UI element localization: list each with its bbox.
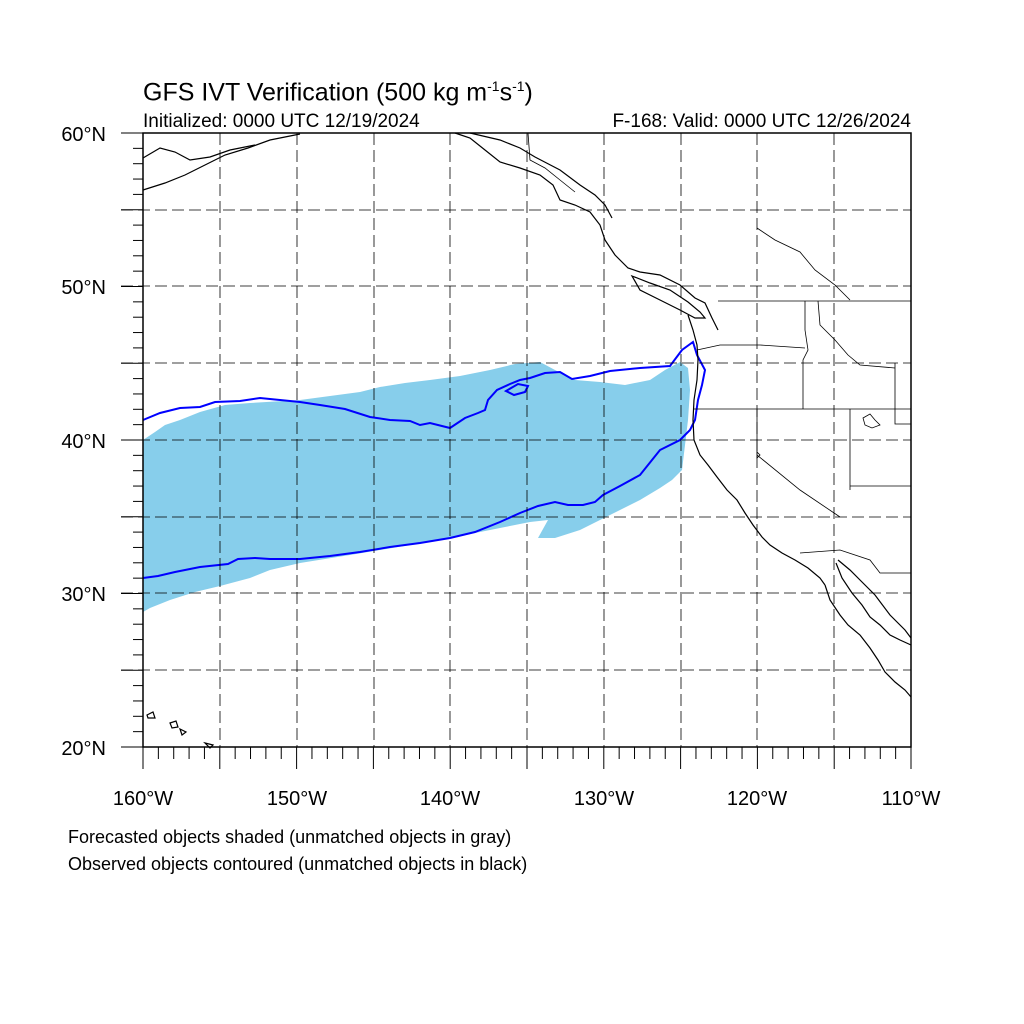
coastline-alaska-panhandle	[454, 132, 606, 241]
lon-label-160w: 160°W	[113, 788, 173, 810]
border-canada-provinces	[756, 227, 851, 301]
border-ca-nv	[756, 409, 841, 518]
lon-label-120w: 120°W	[727, 788, 787, 810]
title-unit-s: s	[499, 78, 513, 107]
border-wa-or	[696, 344, 806, 351]
forecast-object-shading	[143, 362, 690, 612]
lat-label-30: 30°N	[61, 584, 106, 606]
map-title: GFS IVT Verification (500 kg m-1s-1)	[143, 70, 533, 108]
border-wy	[894, 363, 911, 425]
lake-tahoe	[756, 451, 761, 459]
coastline-alaska-panhandle-outer	[469, 132, 613, 219]
note-observed: Observed objects contoured (unmatched ob…	[68, 854, 528, 874]
coastline-baja-east	[835, 562, 912, 646]
coastline-baja-west	[824, 584, 912, 698]
lon-labels: 160°W 150°W 140°W 130°W 120°W 110°W	[113, 788, 941, 810]
coastlines	[142, 132, 912, 749]
title-exponent-2: -1	[512, 78, 525, 94]
coastline-us-west	[687, 314, 826, 586]
title-close: )	[524, 78, 533, 107]
axis-ticks	[121, 132, 912, 769]
lon-label-130w: 130°W	[574, 788, 634, 810]
border-or-id	[802, 301, 809, 409]
lat-labels: 20°N 30°N 40°N 50°N 60°N	[61, 124, 106, 760]
lat-label-50: 50°N	[61, 277, 106, 299]
border-id-mt	[817, 300, 896, 369]
coastline-canada	[604, 239, 719, 331]
border-alaska-canada	[527, 132, 576, 193]
observed-object-contour	[142, 340, 707, 579]
title-exponent-1: -1	[487, 78, 500, 94]
lon-label-140w: 140°W	[420, 788, 480, 810]
lat-label-20: 20°N	[61, 738, 106, 760]
note-forecast: Forecasted objects shaded (unmatched obj…	[68, 827, 512, 847]
lon-label-150w: 150°W	[267, 788, 327, 810]
observed-object-contour-inner	[503, 382, 530, 397]
coastline-mexico-mainland	[837, 559, 912, 639]
border-us-mexico	[799, 549, 911, 574]
great-salt-lake	[862, 413, 881, 429]
title-text: GFS IVT Verification (500 kg m	[143, 78, 488, 107]
gridlines	[121, 133, 911, 747]
coastline-hawaii	[146, 711, 215, 749]
coastline-alaska-inner	[142, 144, 256, 161]
lon-label-110w: 110°W	[882, 788, 941, 810]
lat-label-60: 60°N	[61, 124, 106, 146]
initialized-time: Initialized: 0000 UTC 12/19/2024	[143, 111, 420, 132]
coastline-alaska	[142, 133, 301, 191]
political-boundaries	[527, 132, 911, 574]
coastline-vancouver-island	[630, 274, 707, 319]
lat-label-40: 40°N	[61, 431, 106, 453]
valid-time: F-168: Valid: 0000 UTC 12/26/2024	[612, 111, 911, 132]
